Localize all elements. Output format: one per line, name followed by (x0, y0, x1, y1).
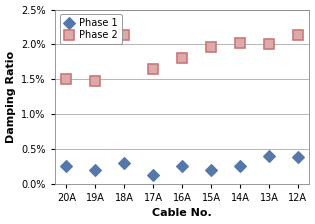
Phase 1 (238, 165, 242, 168)
Phase 2 (296, 34, 300, 37)
Phase 1 (151, 174, 155, 177)
Phase 1 (180, 165, 184, 168)
Phase 1 (122, 162, 126, 164)
Y-axis label: Damping Ratio: Damping Ratio (6, 51, 15, 143)
X-axis label: Cable No.: Cable No. (152, 209, 212, 218)
Phase 1 (209, 169, 213, 171)
Phase 2 (122, 34, 126, 37)
Phase 2 (151, 67, 155, 70)
Phase 1 (296, 156, 300, 159)
Phase 2 (267, 43, 271, 46)
Phase 2 (180, 57, 184, 60)
Phase 2 (65, 78, 68, 81)
Phase 2 (238, 42, 242, 44)
Phase 1 (65, 165, 68, 168)
Line: Phase 2: Phase 2 (61, 30, 303, 86)
Legend: Phase 1, Phase 2: Phase 1, Phase 2 (60, 14, 122, 44)
Line: Phase 1: Phase 1 (62, 152, 302, 180)
Phase 2 (209, 45, 213, 48)
Phase 1 (267, 155, 271, 157)
Phase 2 (93, 80, 97, 83)
Phase 1 (93, 169, 97, 171)
